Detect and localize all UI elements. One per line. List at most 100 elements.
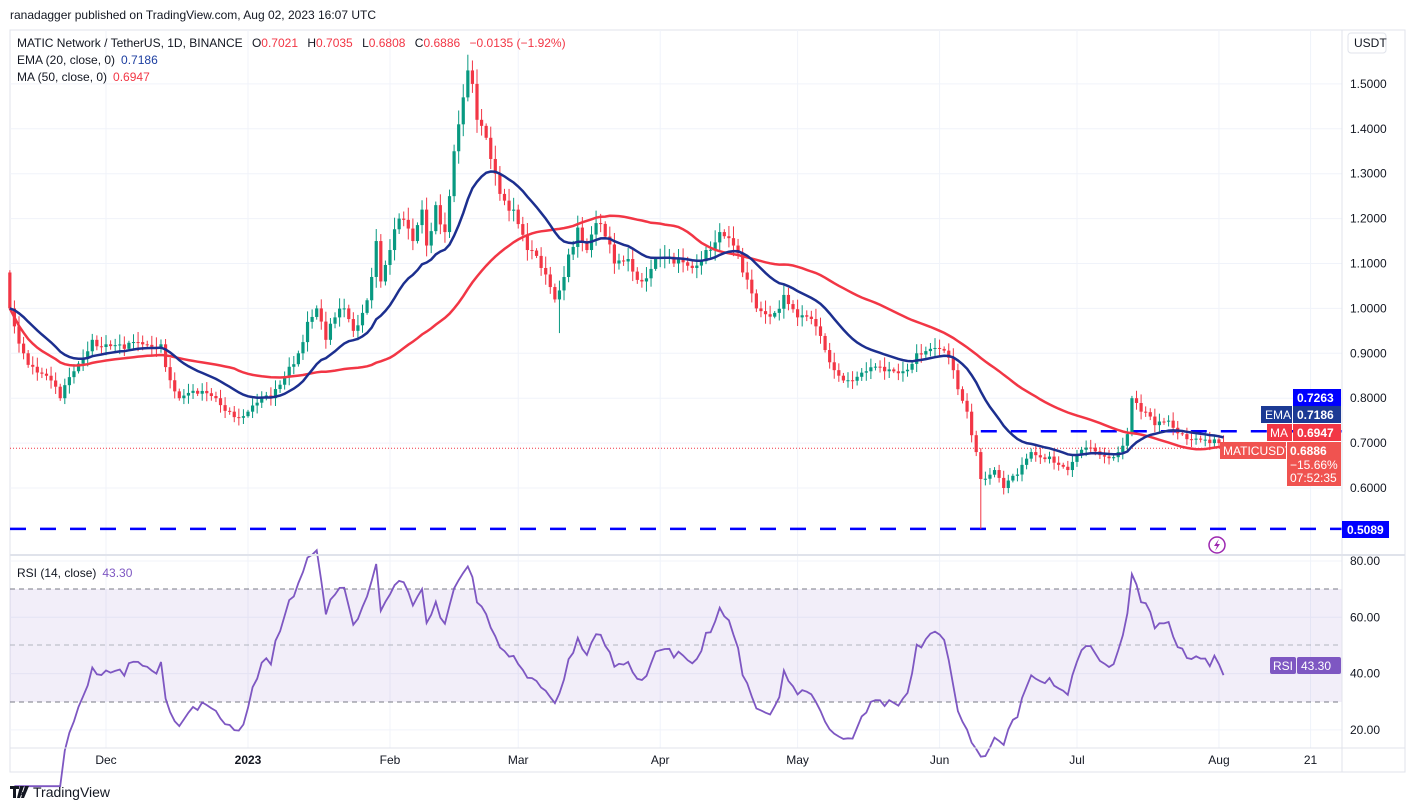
candle-body [1047, 456, 1052, 460]
candle-body [942, 348, 946, 351]
candle-body [1020, 464, 1024, 475]
candle-body [1144, 411, 1148, 413]
candle-body [425, 209, 429, 246]
candle-body [873, 366, 878, 368]
ema-legend[interactable]: EMA (20, close, 0) 0.7186 [17, 53, 158, 67]
candle-body [731, 238, 736, 246]
candle-body [67, 377, 71, 386]
candle-body [928, 348, 933, 352]
candle-body [63, 385, 67, 399]
candle-body [72, 371, 76, 378]
grid [10, 30, 1342, 748]
candle-body [544, 267, 548, 275]
candle-body [910, 363, 914, 370]
candle-body [773, 312, 777, 317]
candle-body [250, 405, 255, 412]
candle-body [1171, 420, 1175, 428]
published-line: ranadagger published on TradingView.com,… [10, 8, 376, 22]
candle-body [278, 384, 282, 390]
price-tick-label: 1.5000 [1350, 77, 1387, 91]
candle-body [1199, 438, 1203, 440]
candle-body [644, 278, 649, 282]
svg-text:−15.66%: −15.66% [1290, 458, 1338, 472]
candle-body [260, 397, 264, 403]
candle-body [141, 342, 145, 345]
candle-body [397, 218, 401, 230]
candle-body [530, 250, 534, 252]
candle-body [177, 391, 181, 399]
candle-body [974, 435, 978, 453]
candle-body [328, 323, 333, 340]
resistance-badge: 0.7263 [1293, 389, 1341, 406]
candle-body [365, 300, 369, 313]
svg-text:0.7186: 0.7186 [1297, 408, 1334, 422]
candle-body [1089, 447, 1093, 449]
candle-body [411, 228, 415, 242]
candle-body [347, 308, 351, 320]
price-tick-label: 1.4000 [1350, 122, 1387, 136]
tradingview-logo[interactable]: TradingView [10, 784, 111, 800]
candle-body [718, 232, 722, 243]
candle-body [796, 309, 800, 318]
rsi-tick-label: 80.00 [1350, 554, 1380, 568]
candle-body [1038, 455, 1042, 458]
candle-body [539, 255, 543, 268]
rsi-axis[interactable]: 80.00 60.00 40.00 20.00 [1350, 554, 1380, 737]
ma-line [8, 214, 1224, 451]
candle-body [461, 97, 465, 125]
candle-body [1075, 455, 1079, 462]
candle-body [937, 347, 942, 349]
candle-body [218, 398, 223, 406]
candle-body [305, 321, 310, 343]
candle-body [567, 254, 571, 278]
lightning-icon[interactable] [1208, 536, 1226, 554]
candle-body [168, 367, 172, 381]
candle-body [763, 311, 768, 315]
candle-body [1006, 480, 1010, 488]
candle-body [49, 375, 53, 381]
candle-body [287, 366, 291, 377]
ma-legend[interactable]: MA (50, close, 0) 0.6947 [17, 70, 150, 84]
currency-button[interactable] [1347, 32, 1387, 54]
candle-body [196, 390, 200, 394]
footer-brand: TradingView [33, 784, 111, 800]
svg-text:43.30: 43.30 [1301, 659, 1331, 673]
candle-body [1057, 462, 1061, 465]
candle-body [406, 219, 410, 229]
candle-body [621, 260, 626, 262]
candle-body [594, 223, 598, 235]
candle-body [736, 245, 740, 254]
time-axis[interactable]: Dec 2023 Feb Mar Apr May Jun Jul Aug 21 [95, 753, 1317, 767]
price-tick-label: 1.0000 [1350, 301, 1387, 315]
candle-body [186, 392, 191, 396]
candle-body [1029, 452, 1033, 459]
price-tick-label: 1.3000 [1350, 167, 1387, 181]
candle-body [1208, 439, 1212, 444]
candle-body [26, 353, 30, 365]
time-tick-label: Dec [95, 753, 116, 767]
candle-body [457, 124, 461, 152]
time-tick-label: Jul [1069, 753, 1084, 767]
candle-body [1166, 420, 1171, 422]
candle-body [759, 308, 763, 312]
svg-text:0.6886: 0.6886 [1290, 444, 1327, 458]
support-badge: 0.5089 [1342, 521, 1389, 538]
candle-body [896, 371, 900, 374]
candle-body [8, 272, 12, 309]
price-axis[interactable]: 0.6000 0.7000 0.8000 0.9000 1.0000 1.1000 1.20… [1350, 77, 1387, 495]
candle-body [113, 345, 117, 347]
candle-body [1102, 455, 1107, 457]
candle-body [850, 380, 855, 382]
price-tick-label: 0.8000 [1350, 391, 1387, 405]
candle-body [1061, 464, 1065, 467]
candle-body [493, 158, 497, 174]
candle-body [727, 236, 731, 239]
price-tick-label: 0.9000 [1350, 346, 1387, 360]
rsi-legend[interactable]: RSI (14, close) 43.30 [17, 566, 133, 580]
candle-body [209, 393, 213, 397]
svg-text:0.7263: 0.7263 [1297, 391, 1334, 405]
candle-body [1043, 457, 1047, 460]
candle-body [324, 321, 328, 340]
